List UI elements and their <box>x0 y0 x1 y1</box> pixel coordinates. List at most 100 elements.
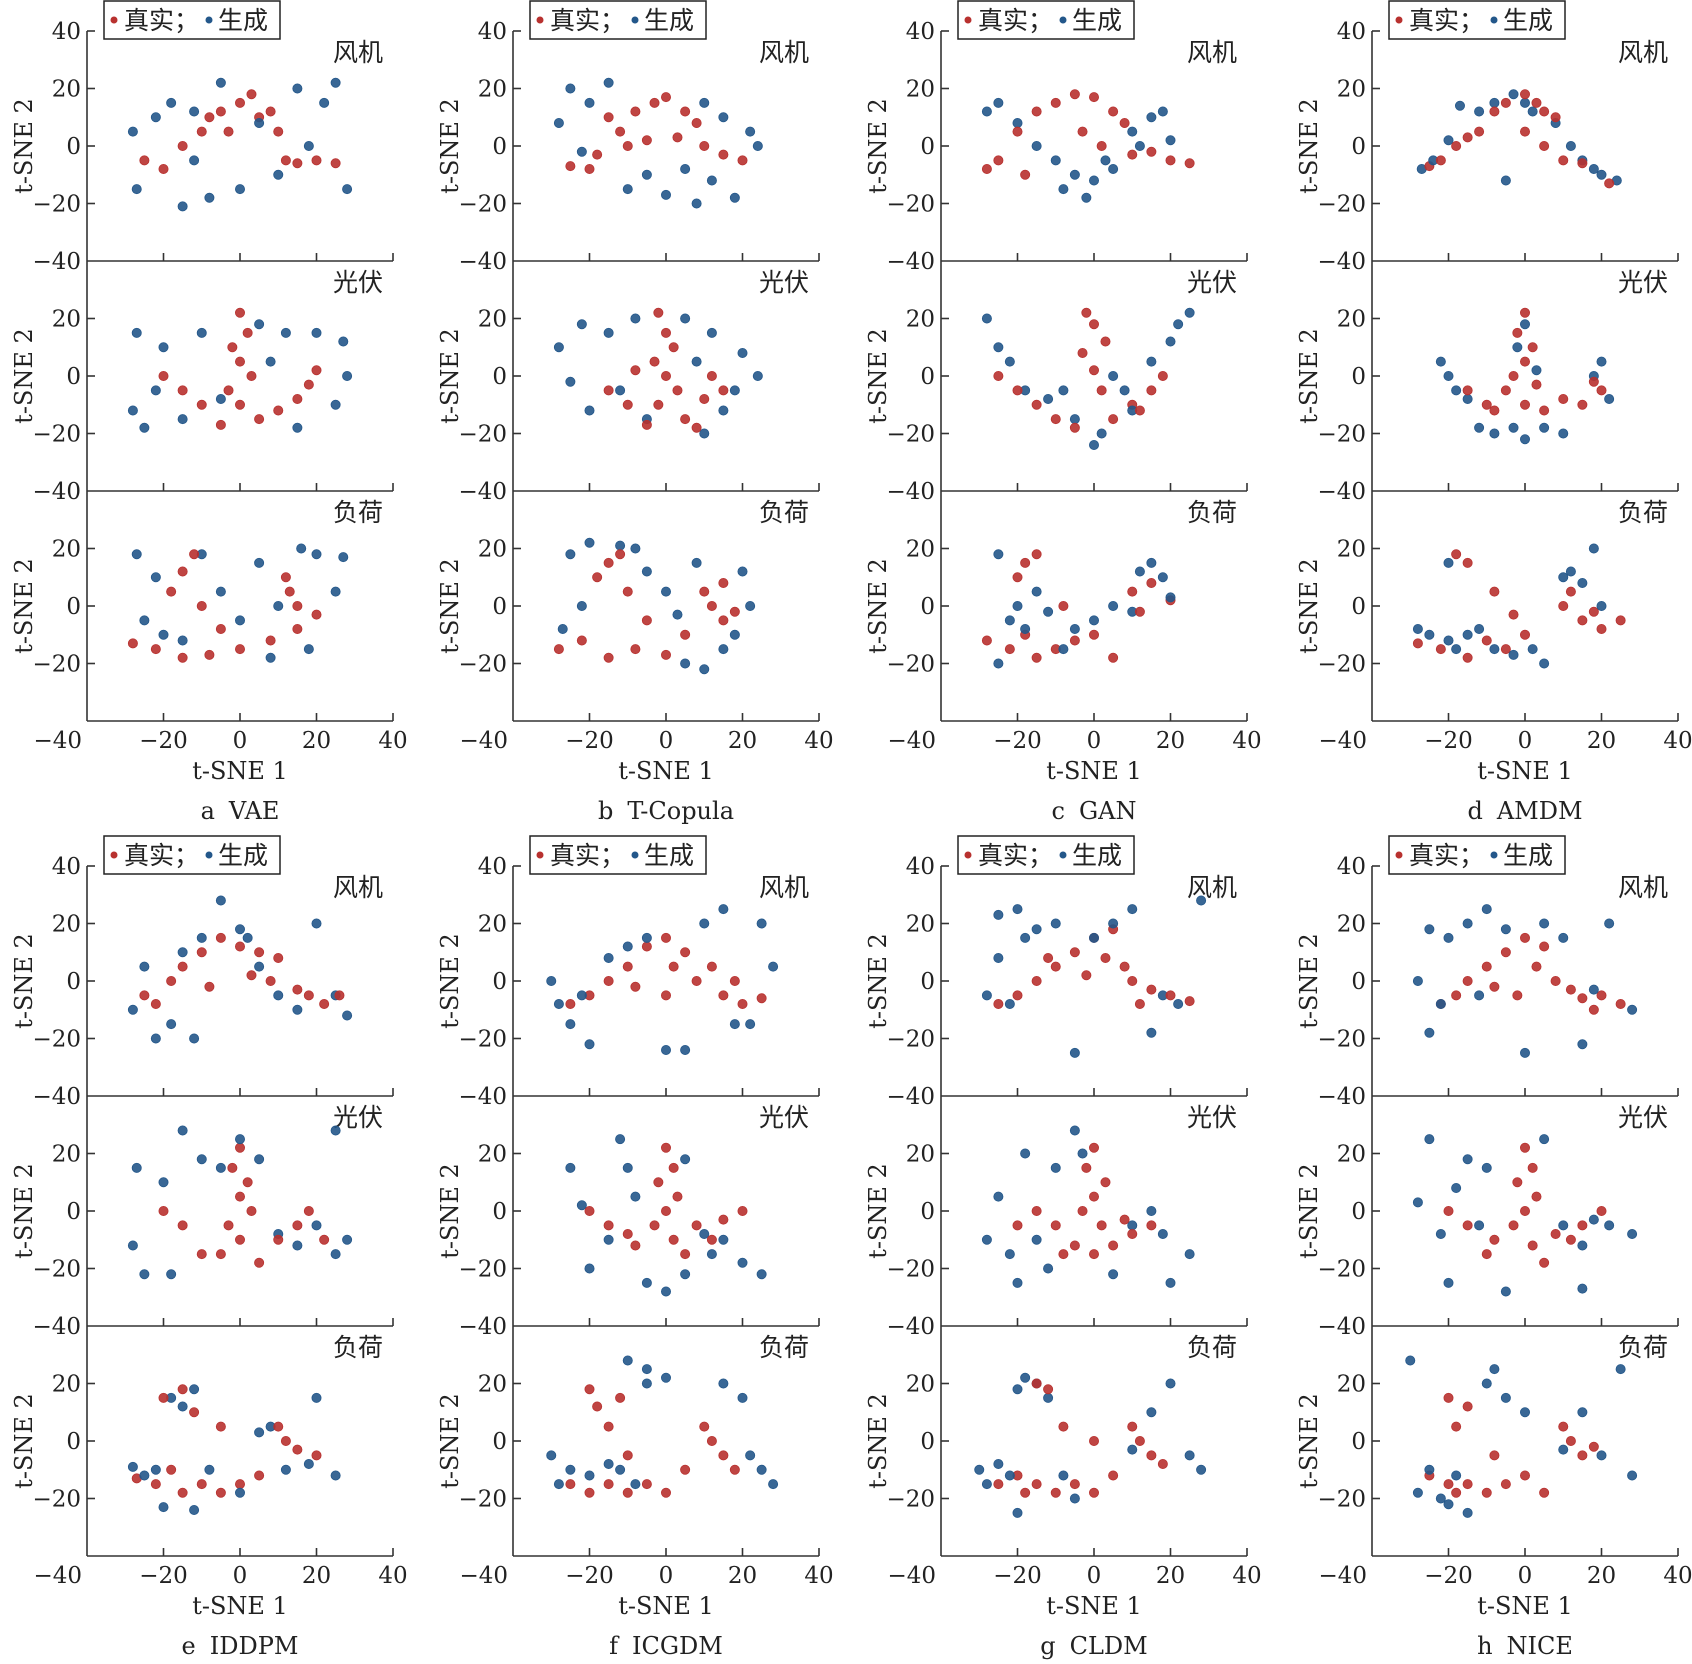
legend: 真实； 生成 <box>1388 0 1566 40</box>
caption-model-name: GAN <box>1079 797 1137 825</box>
panel-a-2: 20 0 −20t-SNE 2 负荷 <box>10 491 394 722</box>
y-tick-label: −20 <box>32 1257 81 1283</box>
real-point <box>223 126 234 137</box>
generated-point <box>1451 385 1462 396</box>
real-point <box>1527 342 1538 353</box>
generated-point <box>1481 1378 1492 1389</box>
y-tick-label: −40 <box>32 479 81 505</box>
real-point <box>254 1470 265 1481</box>
real-point <box>303 990 314 1001</box>
generated-point <box>311 1220 322 1231</box>
generated-point <box>1077 1148 1088 1159</box>
y-tick-label: 20 <box>52 537 81 563</box>
generated-point <box>1512 342 1523 353</box>
y-tick-label: −40 <box>886 249 935 275</box>
real-point <box>1462 132 1473 143</box>
generated-point <box>745 1019 756 1030</box>
generated-point <box>1020 932 1031 943</box>
x-tick-label: −40 <box>33 1563 82 1589</box>
caption-letter: h <box>1477 1632 1492 1660</box>
y-axis-label: t-SNE 2 <box>1295 558 1323 654</box>
generated-point <box>1108 370 1119 381</box>
generated-point <box>139 422 150 433</box>
panel-b-2: 20 0 −20t-SNE 2 负荷 <box>436 491 820 722</box>
real-point <box>565 1479 576 1490</box>
generated-point <box>546 1450 557 1461</box>
real-point <box>718 990 729 1001</box>
generated-point <box>1462 1154 1473 1165</box>
real-point <box>234 1479 245 1490</box>
y-tick-label: 0 <box>920 969 935 995</box>
real-point <box>649 1220 660 1231</box>
y-tick-label: −40 <box>32 1084 81 1110</box>
generated-point <box>127 405 138 416</box>
real-point <box>668 1162 679 1173</box>
real-point <box>1520 126 1531 137</box>
y-axis-label: t-SNE 2 <box>864 1163 892 1259</box>
real-point <box>691 976 702 987</box>
generated-point <box>576 146 587 157</box>
generated-point <box>330 1249 341 1260</box>
panel-c-0: 40 20 0 −20 −40 t-SNE 2 风机 <box>864 19 1248 275</box>
real-point <box>150 999 161 1010</box>
generated-point <box>615 1464 626 1475</box>
y-axis-label: t-SNE 2 <box>436 98 464 194</box>
real-point <box>234 1142 245 1153</box>
real-point <box>1489 405 1500 416</box>
real-point <box>265 976 276 987</box>
generated-point <box>718 644 729 655</box>
legend-generated-label: 生成 <box>644 6 694 35</box>
y-tick-label: −40 <box>886 1084 935 1110</box>
generated-point <box>1462 393 1473 404</box>
real-point <box>150 1479 161 1490</box>
real-point <box>1081 1162 1092 1173</box>
points <box>553 307 763 439</box>
x-tick-label: 20 <box>1156 728 1185 754</box>
legend-real-label: 真实； <box>1409 841 1484 870</box>
x-axis-label: t-SNE 1 <box>1477 1592 1573 1620</box>
generated-point <box>615 540 626 551</box>
generated-point <box>691 198 702 209</box>
caption-letter: g <box>1040 1632 1055 1660</box>
x-tick-label: −20 <box>565 728 614 754</box>
generated-point <box>737 566 748 577</box>
real-point <box>242 1177 253 1188</box>
panel-label: 光伏 <box>759 268 809 297</box>
generated-point <box>254 557 265 568</box>
real-point <box>150 644 161 655</box>
generated-point <box>1127 1444 1138 1455</box>
real-point <box>661 1206 672 1217</box>
y-axis-label: t-SNE 2 <box>1295 328 1323 424</box>
real-point <box>1081 970 1092 981</box>
generated-point <box>981 1479 992 1490</box>
generated-point <box>177 201 188 212</box>
generated-point <box>177 1401 188 1412</box>
real-point <box>1069 422 1080 433</box>
points <box>127 307 353 433</box>
real-point <box>177 566 188 577</box>
generated-point <box>150 572 161 583</box>
y-tick-label: 40 <box>478 19 507 45</box>
generated-point <box>718 112 729 123</box>
real-point <box>1481 635 1492 646</box>
real-point <box>1520 1142 1531 1153</box>
y-axis-label: t-SNE 2 <box>10 1393 38 1489</box>
generated-point <box>1081 192 1092 203</box>
real-point <box>196 1249 207 1260</box>
panel-e-2: 20 0 −20t-SNE 2 负荷 <box>10 1326 394 1557</box>
real-point <box>1520 356 1531 367</box>
generated-point <box>993 909 1004 920</box>
generated-point <box>265 356 276 367</box>
generated-point <box>296 543 307 554</box>
real-point <box>177 1220 188 1231</box>
real-point <box>1127 586 1138 597</box>
real-point <box>1550 1229 1561 1240</box>
generated-point <box>234 1134 245 1145</box>
generated-point <box>1020 1372 1031 1383</box>
generated-point <box>699 428 710 439</box>
generated-point <box>706 1249 717 1260</box>
generated-point <box>1004 1249 1015 1260</box>
generated-point <box>254 1427 265 1438</box>
generated-point <box>576 601 587 612</box>
generated-point <box>1031 586 1042 597</box>
